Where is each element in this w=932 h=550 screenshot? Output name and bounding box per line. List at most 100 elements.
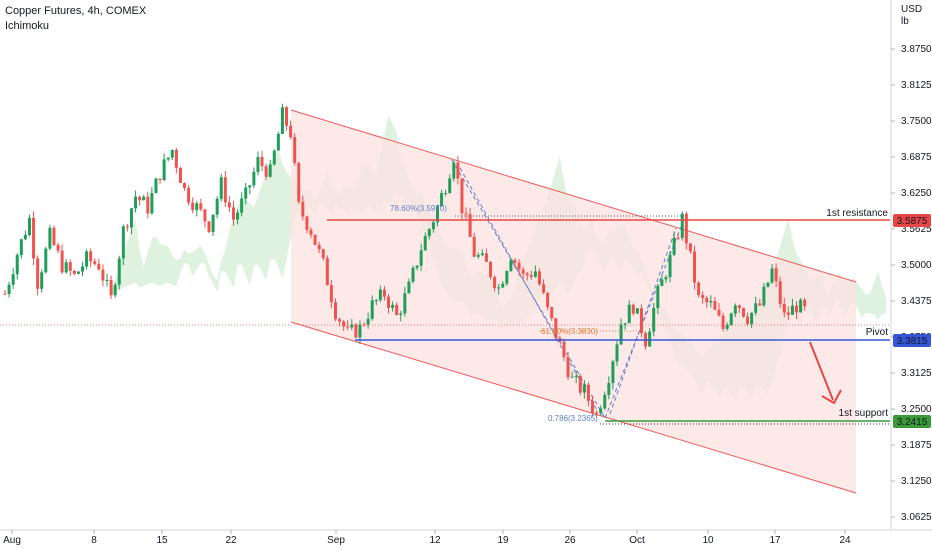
time-tick-label: 19 bbox=[497, 535, 509, 546]
cloud-segment bbox=[257, 184, 263, 273]
cloud-segment bbox=[229, 218, 234, 288]
candle-body bbox=[240, 198, 244, 213]
cloud-segment bbox=[188, 252, 193, 277]
fib-label-618: 61.80%(3.3830) bbox=[541, 327, 598, 336]
candle-body bbox=[509, 260, 513, 272]
candle-body bbox=[672, 237, 676, 255]
candle-body bbox=[537, 271, 541, 285]
candle-body bbox=[705, 297, 709, 303]
candle-body bbox=[199, 203, 203, 210]
candle-body bbox=[321, 249, 325, 259]
candle-body bbox=[129, 208, 133, 228]
time-tick-label: Oct bbox=[629, 535, 645, 546]
candle-body bbox=[456, 162, 460, 179]
cloud-segment bbox=[217, 260, 222, 293]
support-badge-bg bbox=[893, 415, 931, 428]
candle-body bbox=[546, 292, 550, 308]
candle-body bbox=[550, 307, 554, 319]
price-tick-label: 3.7500 bbox=[901, 116, 932, 127]
candle-body bbox=[566, 357, 570, 378]
candle-body bbox=[252, 171, 256, 186]
candle-body bbox=[709, 301, 713, 303]
cloud-segment bbox=[180, 250, 185, 273]
candle-body bbox=[178, 167, 182, 183]
price-tick-label: 3.3125 bbox=[901, 368, 932, 379]
candle-body bbox=[44, 248, 48, 273]
cloud-segment bbox=[164, 245, 169, 285]
candle-body bbox=[23, 235, 27, 240]
candle-body bbox=[64, 262, 68, 273]
candle-body bbox=[48, 227, 52, 249]
unit-label: lb bbox=[901, 16, 909, 27]
candle-body bbox=[280, 107, 284, 134]
candle-body bbox=[342, 321, 346, 327]
candle-body bbox=[664, 277, 668, 280]
candle-body bbox=[370, 300, 374, 319]
candle-body bbox=[256, 156, 260, 172]
candle-body bbox=[191, 202, 195, 211]
price-tick-label: 3.1875 bbox=[901, 440, 932, 451]
candle-body bbox=[611, 361, 615, 384]
candle-body bbox=[419, 250, 423, 266]
candle-body bbox=[619, 324, 623, 345]
candle-body bbox=[717, 309, 721, 316]
price-tick-label: 3.0625 bbox=[901, 512, 932, 523]
candle-body bbox=[411, 267, 415, 282]
candle-body bbox=[778, 281, 782, 304]
candle-body bbox=[460, 178, 464, 214]
candle-body bbox=[150, 193, 154, 214]
price-tick-label: 3.1250 bbox=[901, 476, 932, 487]
time-axis[interactable]: Aug 8 15 22 Sep 12 19 26 Oct 10 17 24 bbox=[3, 530, 851, 546]
cloud-segment bbox=[270, 157, 275, 260]
candle-body bbox=[489, 261, 493, 278]
cloud-segment bbox=[249, 203, 254, 286]
candle-body bbox=[301, 201, 305, 217]
candle-body bbox=[754, 303, 758, 313]
candle-body bbox=[289, 125, 293, 138]
candle-body bbox=[627, 304, 631, 324]
cloud-segment bbox=[274, 149, 279, 268]
candle-body bbox=[435, 206, 439, 223]
candle-body bbox=[195, 203, 199, 211]
candle-body bbox=[595, 412, 599, 414]
candle-body bbox=[586, 384, 590, 401]
candle-body bbox=[733, 305, 737, 314]
indicator-label[interactable]: Ichimoku bbox=[5, 20, 49, 32]
candle-body bbox=[36, 258, 40, 289]
price-tick-label: 3.5000 bbox=[901, 260, 932, 271]
candle-body bbox=[648, 331, 652, 347]
candle-body bbox=[750, 312, 754, 324]
pivot-badge-bg bbox=[893, 334, 931, 347]
candle-body bbox=[684, 213, 688, 244]
candle-body bbox=[19, 239, 23, 256]
candle-body bbox=[134, 196, 138, 209]
cloud-segment bbox=[286, 172, 291, 260]
candle-body bbox=[795, 305, 799, 313]
candle-body bbox=[660, 279, 664, 287]
candle-body bbox=[476, 255, 480, 257]
candle-body bbox=[285, 107, 289, 126]
candle-body bbox=[76, 271, 80, 274]
cloud-segment bbox=[172, 255, 177, 287]
candle-body bbox=[231, 207, 235, 220]
candle-body bbox=[268, 164, 272, 177]
candle-body bbox=[146, 196, 150, 214]
cloud-segment bbox=[151, 236, 156, 286]
candle-body bbox=[93, 261, 97, 264]
time-tick-label: 12 bbox=[429, 535, 441, 546]
candle-body bbox=[211, 214, 215, 232]
time-tick-label: 15 bbox=[156, 535, 168, 546]
candle-body bbox=[121, 226, 125, 259]
candle-body bbox=[7, 284, 11, 294]
pattern-leg bbox=[609, 227, 677, 415]
resistance-label: 1st resistance bbox=[826, 208, 888, 219]
candle-body bbox=[529, 275, 533, 277]
candle-body bbox=[680, 213, 684, 238]
candle-body bbox=[338, 319, 342, 322]
candle-body bbox=[162, 159, 166, 181]
candle-body bbox=[244, 187, 248, 199]
candle-body bbox=[713, 301, 717, 310]
candle-body bbox=[688, 243, 692, 252]
